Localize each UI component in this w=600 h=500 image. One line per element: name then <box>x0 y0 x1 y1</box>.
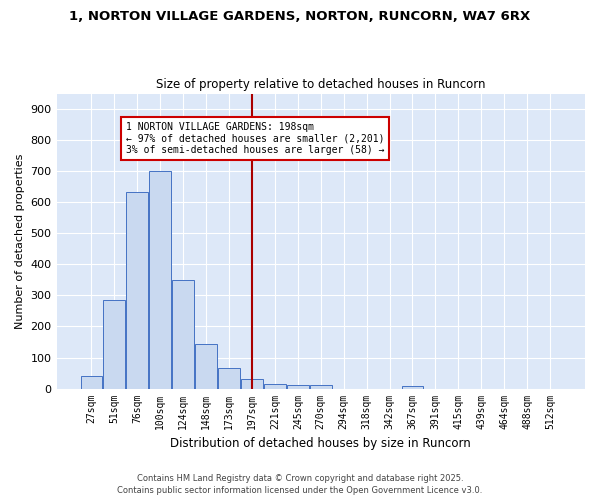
Title: Size of property relative to detached houses in Runcorn: Size of property relative to detached ho… <box>156 78 485 91</box>
Bar <box>310 385 332 388</box>
Bar <box>195 344 217 388</box>
Bar <box>264 384 286 388</box>
X-axis label: Distribution of detached houses by size in Runcorn: Distribution of detached houses by size … <box>170 437 471 450</box>
Bar <box>218 368 240 388</box>
Bar <box>241 379 263 388</box>
Bar <box>149 171 171 388</box>
Bar <box>127 192 148 388</box>
Bar <box>172 280 194 388</box>
Bar <box>80 376 103 388</box>
Bar <box>103 300 125 388</box>
Bar <box>287 385 309 388</box>
Text: 1, NORTON VILLAGE GARDENS, NORTON, RUNCORN, WA7 6RX: 1, NORTON VILLAGE GARDENS, NORTON, RUNCO… <box>70 10 530 23</box>
Y-axis label: Number of detached properties: Number of detached properties <box>15 154 25 328</box>
Text: 1 NORTON VILLAGE GARDENS: 198sqm
← 97% of detached houses are smaller (2,201)
3%: 1 NORTON VILLAGE GARDENS: 198sqm ← 97% o… <box>126 122 385 154</box>
Bar <box>401 386 424 388</box>
Text: Contains HM Land Registry data © Crown copyright and database right 2025.
Contai: Contains HM Land Registry data © Crown c… <box>118 474 482 495</box>
